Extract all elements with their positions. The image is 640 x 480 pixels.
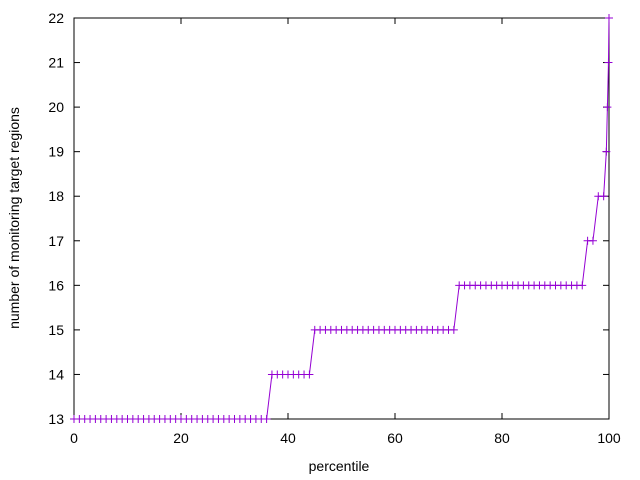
x-tick-label: 20	[173, 430, 189, 446]
y-tick-label: 17	[48, 233, 64, 249]
data-point	[603, 103, 612, 112]
x-tick-label: 80	[494, 430, 510, 446]
y-tick-label: 15	[48, 322, 64, 338]
y-tick-label: 19	[48, 144, 64, 160]
y-tick-label: 22	[48, 10, 64, 26]
data-point	[588, 236, 597, 245]
data-point	[578, 281, 587, 290]
data-point	[604, 58, 613, 67]
data-point	[262, 415, 271, 423]
y-tick-label: 18	[48, 188, 64, 204]
data-point	[449, 325, 458, 334]
x-tick-label: 60	[387, 430, 403, 446]
data-point	[599, 192, 608, 201]
x-tick-label: 40	[280, 430, 296, 446]
plot-frame	[73, 17, 610, 420]
x-axis-label: percentile	[309, 458, 370, 474]
x-tick-label: 100	[597, 430, 621, 446]
y-axis-label: number of monitoring target regions	[6, 107, 22, 329]
y-tick-label: 16	[48, 277, 64, 293]
y-tick-label: 14	[48, 366, 64, 382]
data-point	[605, 14, 613, 22]
y-tick-label: 13	[48, 411, 64, 427]
data-line	[74, 17, 610, 420]
x-tick-label: 0	[70, 430, 78, 446]
data-point	[602, 147, 611, 156]
y-tick-label: 20	[48, 99, 64, 115]
data-point	[305, 370, 314, 379]
y-tick-label: 21	[48, 55, 64, 71]
